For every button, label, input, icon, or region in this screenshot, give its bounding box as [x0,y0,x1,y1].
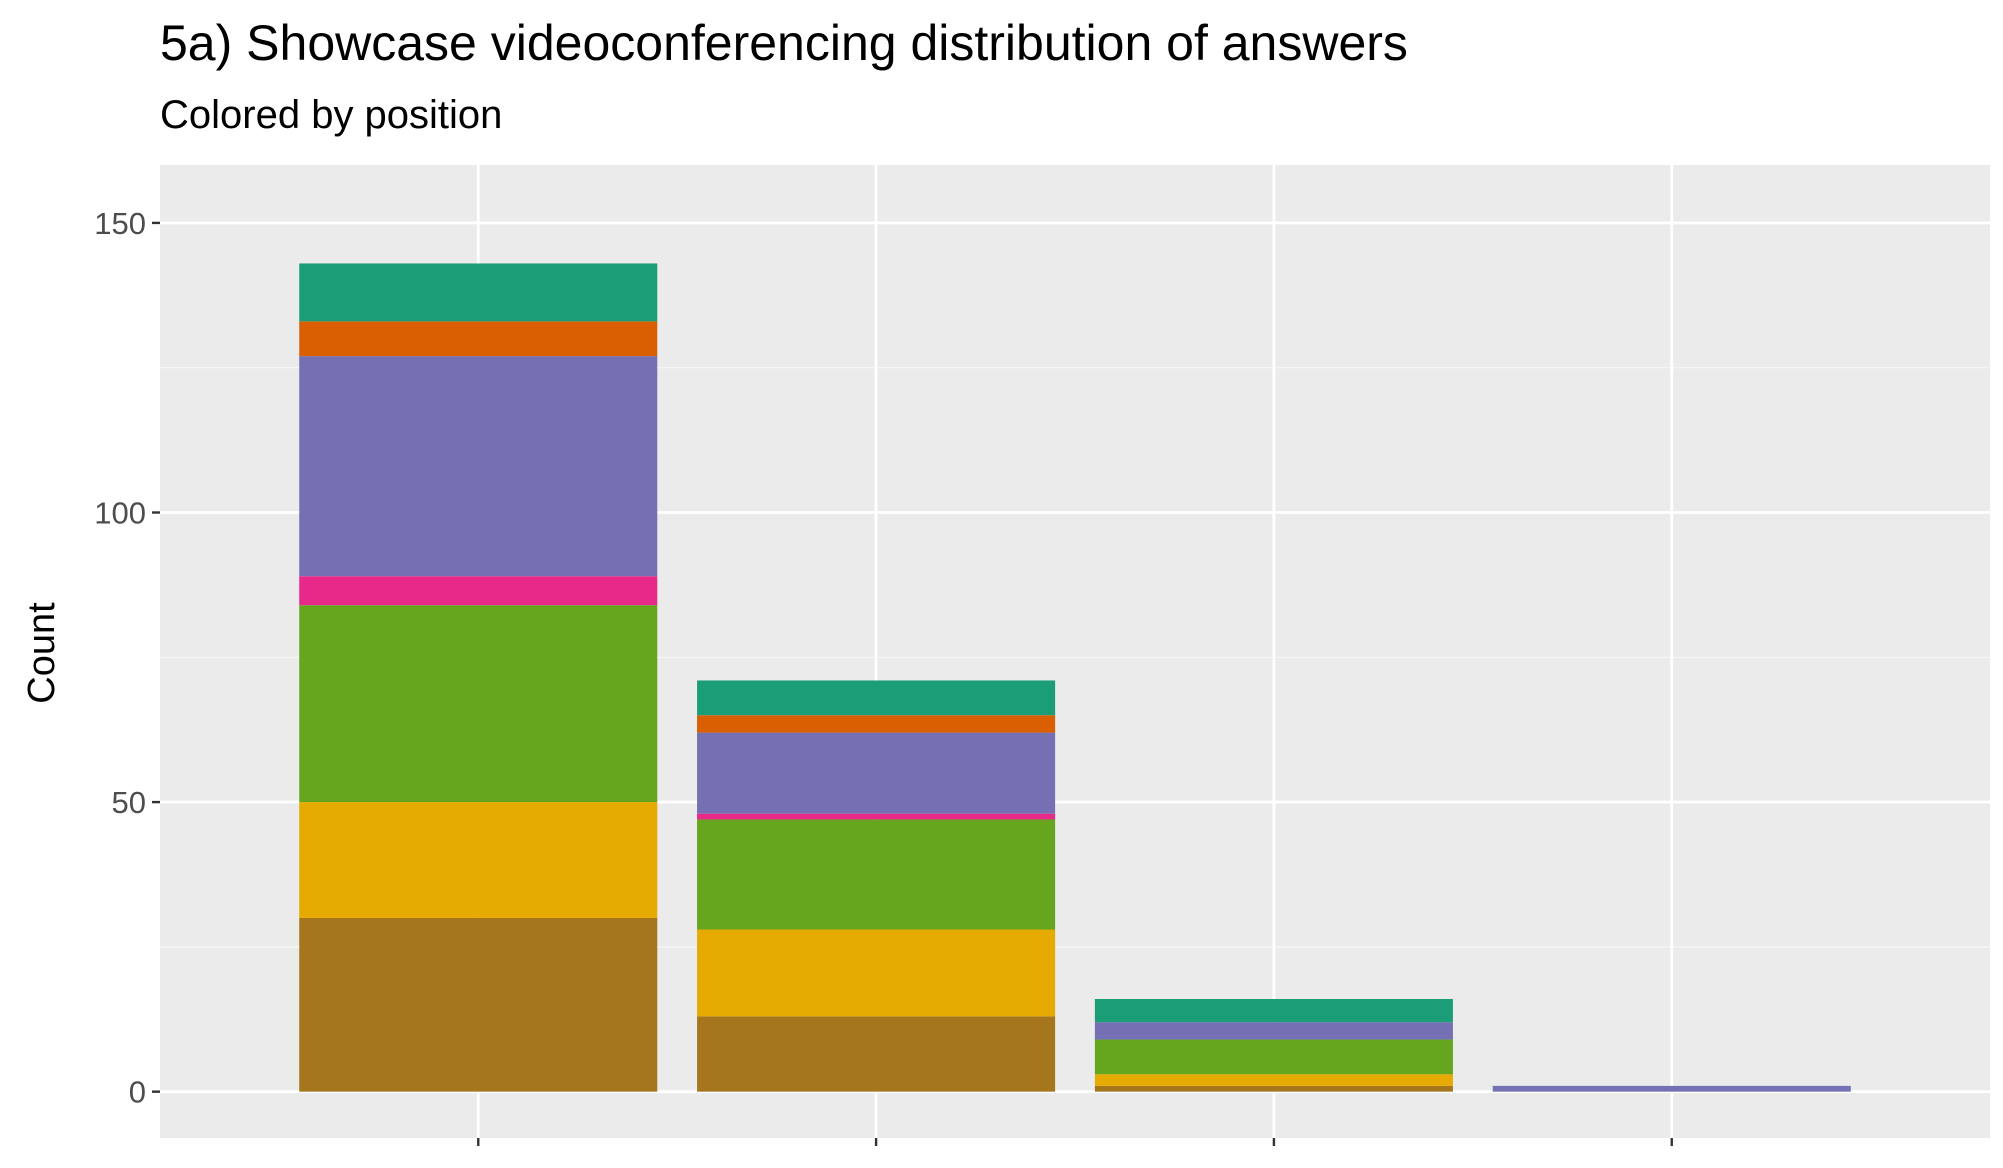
bar-segment [697,715,1056,733]
bar-segment [697,1016,1056,1092]
bar-segment [697,732,1056,814]
bar-segment [1094,1074,1453,1086]
chart-subtitle: Colored by position [160,93,502,137]
bar-segment [299,802,658,918]
chart-title: 5a) Showcase videoconferencing distribut… [160,15,1408,71]
bar-segment [697,680,1056,716]
y-tick-label: 0 [129,1075,146,1110]
bar-segment [299,321,658,357]
y-axis-label: Count [21,602,63,704]
y-tick-label: 100 [94,496,146,531]
bar-segment [299,576,658,606]
bar-segment [697,813,1056,820]
plot-panel: 0 50 100 150 [94,165,1990,1146]
bar-segment [299,917,658,1092]
bar-segment [697,819,1056,930]
bar-segment [1492,1085,1851,1092]
bar-segment [1094,999,1453,1023]
bar-segment [1094,1022,1453,1040]
y-tick-label: 50 [112,785,146,820]
bar-segment [697,929,1056,1017]
bar-segment [299,356,658,577]
bar-segment [1094,1039,1453,1075]
bar-segment [299,605,658,803]
bar-segment [299,263,658,322]
bar-segment [1094,1085,1453,1092]
y-tick-label: 150 [94,206,146,241]
